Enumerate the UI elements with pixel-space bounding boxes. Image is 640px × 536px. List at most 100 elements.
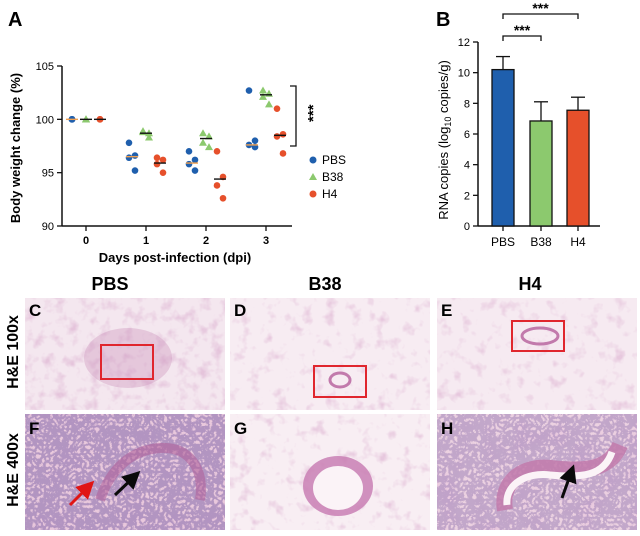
panel-c-letter: C (29, 301, 41, 320)
a-point-pbs (191, 156, 199, 164)
col-header-h4: H4 (518, 274, 541, 294)
panel-c-zoom-box (100, 344, 154, 380)
a-point-h4 (153, 160, 161, 168)
a-y-ticks: 90 95 100 105 (36, 61, 62, 233)
panel-h-black-arrow (559, 464, 577, 499)
b-significance-label: *** (532, 0, 549, 16)
a-point-b38 (199, 129, 207, 137)
a-point-pbs (131, 152, 139, 159)
panel-b: B 0 2 4 6 8 10 12 PBS B38 H4 ****** RNA copies (… (436, 0, 600, 249)
a-significance-label: *** (305, 104, 322, 122)
col-header-pbs: PBS (91, 274, 128, 294)
panel-f-letter: F (29, 419, 39, 438)
panel-e-letter: E (441, 301, 452, 320)
a-point-h4 (213, 182, 221, 189)
a-point-pbs (251, 137, 259, 144)
b-y-label: RNA copies (log10 copies/g) (436, 60, 453, 220)
b-x-tick-label: PBS (491, 235, 515, 249)
a-legend-marker-h4 (309, 190, 317, 198)
a-legend-label-b38: B38 (322, 170, 344, 184)
b-significance-bracket (502, 35, 542, 41)
panel-d-zoom-box (313, 365, 367, 398)
a-point-h4 (273, 133, 281, 140)
panel-f-image: F (25, 414, 225, 530)
panel-h-image: H (437, 414, 637, 530)
a-point-h4 (213, 148, 221, 155)
b-bars: PBS B38 H4 (491, 55, 590, 249)
a-data-marks (66, 86, 287, 202)
a-x-ticks: 0 1 2 3 (83, 226, 269, 247)
a-point-h4 (159, 156, 167, 164)
col-header-b38: B38 (308, 274, 341, 294)
a-y-tick-label: 100 (36, 114, 54, 126)
panel-h-letter: H (441, 419, 453, 438)
panel-a: A 90 95 100 105 0 1 2 3 Days post-infection (d… (8, 9, 346, 265)
a-y-tick-label: 90 (42, 221, 54, 233)
row-label-100x: H&E 100x (5, 315, 22, 389)
a-point-b38 (259, 92, 267, 100)
a-point-b38 (265, 100, 273, 108)
b-y-tick-label: 4 (464, 160, 470, 172)
a-significance-bracket: *** (290, 85, 322, 147)
panel-e-image: E (437, 298, 637, 410)
panel-f-black-arrow (113, 470, 141, 497)
a-y-tick-label: 105 (36, 61, 54, 73)
a-x-tick-label: 1 (143, 235, 149, 247)
panel-g-letter: G (234, 419, 247, 438)
row-label-400x: H&E 400x (5, 433, 22, 507)
b-significance-bracket (502, 13, 579, 19)
a-x-tick-label: 0 (83, 235, 89, 247)
panel-a-letter: A (8, 9, 22, 31)
a-legend: PBS B38 H4 (309, 153, 346, 201)
a-point-h4 (279, 150, 287, 157)
a-legend-label-h4: H4 (322, 187, 338, 201)
b-y-tick-label: 12 (458, 37, 470, 49)
b-bar-b38 (529, 120, 553, 227)
b-y-tick-label: 6 (464, 129, 470, 141)
b-y-ticks: 0 2 4 6 8 10 12 (458, 37, 478, 233)
b-significance: ****** (502, 0, 579, 41)
a-point-pbs (185, 160, 193, 168)
a-point-b38 (205, 132, 213, 140)
panel-f-red-arrow (68, 480, 95, 507)
weight-scatter-plot: 90 95 100 105 0 1 2 3 Days post-infection (dpi… (8, 61, 346, 265)
a-legend-label-pbs: PBS (322, 153, 346, 167)
a-point-b38 (205, 143, 213, 151)
a-point-h4 (153, 154, 161, 162)
panel-d-letter: D (234, 301, 246, 320)
b-x-tick-label: B38 (530, 235, 552, 249)
a-point-pbs (125, 139, 133, 147)
b-y-tick-label: 10 (458, 68, 470, 80)
a-point-b38 (199, 138, 207, 146)
a-point-h4 (279, 130, 287, 138)
b-significance-label: *** (514, 22, 531, 38)
a-point-pbs (185, 148, 193, 155)
b-x-tick-label: H4 (570, 235, 586, 249)
a-point-b38 (259, 86, 267, 94)
a-point-pbs (131, 167, 139, 174)
a-point-h4 (273, 105, 281, 112)
histology-grid: PBS B38 H4 H&E 100x H&E 400x C D E (5, 274, 637, 530)
a-point-b38 (145, 133, 153, 141)
b-y-tick-label: 2 (464, 190, 470, 202)
a-x-tick-label: 2 (203, 235, 209, 247)
b-bar-pbs (491, 68, 515, 227)
a-point-b38 (139, 128, 147, 136)
a-x-label: Days post-infection (dpi) (99, 250, 251, 265)
a-legend-marker-b38 (309, 173, 317, 180)
a-point-pbs (125, 154, 133, 162)
b-y-tick-label: 0 (464, 221, 470, 233)
a-y-tick-label: 95 (42, 168, 54, 180)
a-point-pbs (245, 87, 253, 94)
panel-b-letter: B (436, 9, 450, 31)
a-point-h4 (219, 194, 227, 202)
rna-bar-chart: 0 2 4 6 8 10 12 PBS B38 H4 ****** RNA copies (lo… (436, 0, 600, 249)
a-legend-marker-pbs (309, 156, 317, 164)
b-bar-h4 (566, 109, 590, 227)
a-point-h4 (159, 169, 167, 176)
a-y-label: Body weight change (%) (8, 73, 23, 223)
panel-g-image: G (230, 414, 430, 530)
b-y-tick-label: 8 (464, 98, 470, 110)
a-x-tick-label: 3 (263, 235, 269, 247)
panel-d-image: D (230, 298, 430, 410)
